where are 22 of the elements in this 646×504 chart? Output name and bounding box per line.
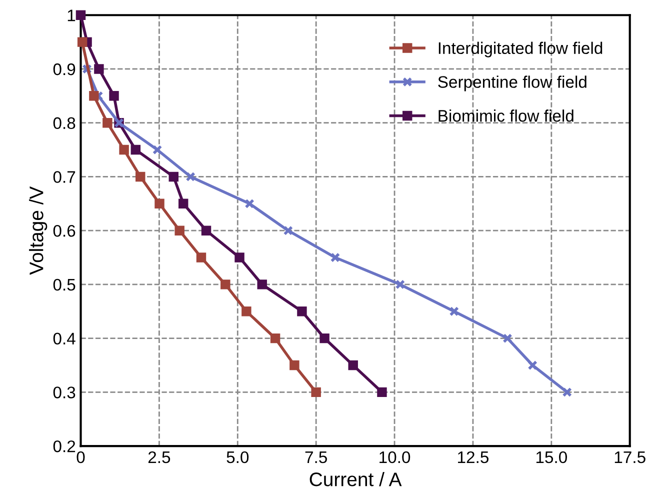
y-tick-label: 0.7 (53, 171, 76, 183)
y-tick-label: 0.8 (53, 117, 76, 130)
y-tick-label: 0.4 (53, 332, 76, 345)
x-axis-title: Current / A (310, 472, 402, 486)
y-tick-label: 0.9 (53, 63, 76, 76)
x-tick-label: 7.5 (305, 452, 327, 464)
legend-label: Interdigitated flow field (438, 42, 602, 58)
legend-label: Serpentine flow field (438, 76, 586, 92)
x-tick-label: 12.5 (458, 451, 488, 464)
y-tick-label: 0.2 (53, 440, 76, 452)
y-tick-label: 0.3 (53, 386, 76, 398)
y-tick-label: 1 (68, 10, 76, 22)
x-tick-label: 2.5 (148, 451, 170, 464)
legend-label: Biomimic flow field (438, 110, 574, 122)
x-tick-label: 17.5 (614, 452, 646, 464)
x-tick-label: 15.0 (536, 451, 567, 464)
y-tick-label: 0.5 (53, 278, 76, 291)
y-tick-label: 0.6 (53, 224, 76, 237)
x-tick-label: 0 (76, 451, 85, 464)
x-tick-label: 5.0 (226, 451, 249, 464)
y-axis-title: Voltage /V (29, 186, 48, 275)
x-tick-label: 10.0 (380, 451, 410, 464)
